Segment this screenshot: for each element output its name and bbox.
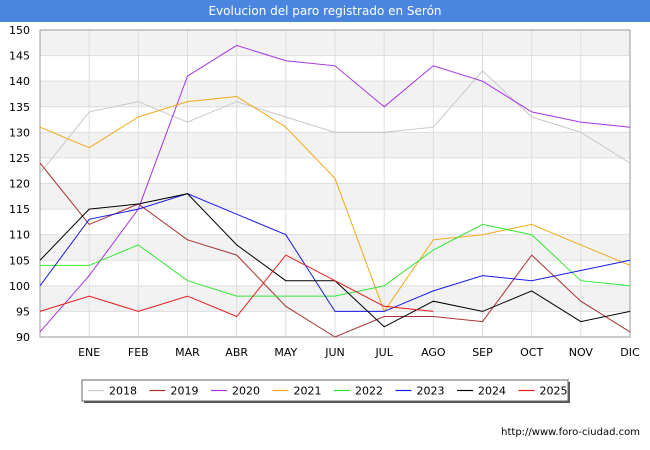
y-tick-label: 125 [9, 152, 30, 165]
legend-label-2018: 2018 [109, 385, 137, 398]
x-tick-label: OCT [520, 346, 543, 359]
legend-label-2024: 2024 [478, 385, 506, 398]
x-tick-label: AGO [421, 346, 446, 359]
x-tick-label: JUL [374, 346, 393, 359]
y-axis-ticks: 90 95 100 105 110 115 120 125 130 135 140 145 150 [9, 24, 30, 344]
x-tick-label: MAR [175, 346, 200, 359]
x-tick-label: FEB [128, 346, 149, 359]
legend-box [81, 379, 569, 402]
y-tick-label: 95 [16, 305, 30, 318]
series-line-2021 [39, 95, 631, 313]
y-tick-label: 100 [9, 280, 30, 293]
y-tick-label: 150 [9, 24, 30, 37]
legend-label-2022: 2022 [355, 385, 383, 398]
x-tick-label: NOV [569, 346, 594, 359]
x-tick-label: JUN [324, 346, 345, 359]
y-tick-label: 115 [9, 203, 30, 216]
y-tick-label: 120 [9, 178, 30, 191]
y-tick-label: 105 [9, 254, 30, 267]
chart-title: Evolucion del paro registrado en Serón [208, 4, 442, 18]
y-tick-label: 130 [9, 126, 30, 139]
x-tick-label: ABR [225, 346, 248, 359]
series-line-2023 [39, 193, 631, 312]
series-line-2022 [40, 223, 631, 297]
legend: 2018 2019 2020 2021 2022 2023 2024 2025 [81, 379, 570, 403]
y-tick-label: 110 [9, 229, 30, 242]
legend-label-2023: 2023 [417, 385, 445, 398]
series-lines [39, 44, 631, 338]
legend-label-2021: 2021 [294, 385, 322, 398]
series-line-2018 [39, 70, 631, 174]
y-tick-label: 140 [9, 75, 30, 88]
title-bar [0, 0, 650, 22]
x-axis-ticks: ENE FEB MAR ABR MAY JUN JUL AGO SEP OCT NOV DIC [78, 346, 640, 359]
legend-label-2020: 2020 [232, 385, 260, 398]
series-line-2025 [39, 254, 434, 318]
x-tick-label: MAY [274, 346, 297, 359]
y-tick-label: 135 [9, 101, 30, 114]
y-tick-label: 90 [16, 331, 30, 344]
source-url[interactable]: http://www.foro-ciudad.com [501, 427, 640, 438]
y-tick-label: 145 [9, 50, 30, 63]
x-tick-label: ENE [78, 346, 100, 359]
x-tick-label: SEP [472, 346, 493, 359]
x-tick-label: DIC [620, 346, 640, 359]
legend-label-2019: 2019 [171, 385, 199, 398]
legend-label-2025: 2025 [540, 385, 568, 398]
